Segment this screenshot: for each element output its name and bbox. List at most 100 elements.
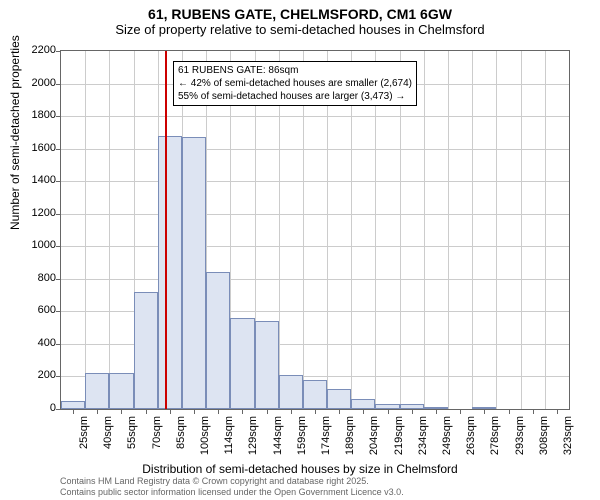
histogram-bar [279, 375, 303, 409]
y-tick-label: 1000 [16, 239, 56, 251]
x-tick-label: 189sqm [344, 416, 356, 456]
x-tick-mark [339, 409, 340, 414]
y-tick-mark [56, 84, 61, 85]
x-tick-label: 293sqm [514, 416, 526, 456]
y-tick-label: 1800 [16, 109, 56, 121]
y-tick-mark [56, 181, 61, 182]
x-tick-mark [146, 409, 147, 414]
x-tick-mark [436, 409, 437, 414]
x-tick-label: 55sqm [126, 416, 138, 456]
grid-line-v [521, 51, 522, 409]
y-axis-label: Number of semi-detached properties [8, 35, 22, 230]
x-tick-mark [291, 409, 292, 414]
y-tick-mark [56, 51, 61, 52]
y-tick-label: 800 [16, 272, 56, 284]
chart-title-main: 61, RUBENS GATE, CHELMSFORD, CM1 6GW [0, 0, 600, 22]
annotation-line3: 55% of semi-detached houses are larger (… [178, 90, 412, 103]
x-tick-label: 278sqm [489, 416, 501, 456]
histogram-bar [230, 318, 254, 409]
annotation-line1: 61 RUBENS GATE: 86sqm [178, 64, 412, 77]
marker-line [165, 51, 167, 409]
x-tick-label: 308sqm [538, 416, 550, 456]
x-tick-mark [267, 409, 268, 414]
grid-line-v [424, 51, 425, 409]
y-tick-label: 2000 [16, 77, 56, 89]
histogram-bar [61, 401, 85, 409]
y-tick-label: 0 [16, 402, 56, 414]
x-tick-mark [73, 409, 74, 414]
x-tick-mark [484, 409, 485, 414]
x-tick-mark [121, 409, 122, 414]
x-tick-label: 100sqm [199, 416, 211, 456]
y-tick-mark [56, 149, 61, 150]
grid-line-v [472, 51, 473, 409]
x-tick-label: 85sqm [175, 416, 187, 456]
x-tick-label: 25sqm [78, 416, 90, 456]
x-tick-mark [460, 409, 461, 414]
x-tick-label: 159sqm [296, 416, 308, 456]
y-tick-label: 1600 [16, 142, 56, 154]
x-tick-label: 40sqm [102, 416, 114, 456]
grid-line-h [61, 279, 569, 280]
y-tick-label: 600 [16, 304, 56, 316]
grid-line-v [448, 51, 449, 409]
annotation-line2: ← 42% of semi-detached houses are smalle… [178, 77, 412, 90]
x-tick-label: 263sqm [465, 416, 477, 456]
histogram-bar [303, 380, 327, 409]
x-tick-mark [315, 409, 316, 414]
x-tick-mark [194, 409, 195, 414]
footer-line2: Contains public sector information licen… [60, 487, 404, 498]
y-tick-mark [56, 214, 61, 215]
grid-line-v [496, 51, 497, 409]
grid-line-h [61, 181, 569, 182]
grid-line-v [545, 51, 546, 409]
y-tick-mark [56, 311, 61, 312]
chart-container: 61, RUBENS GATE, CHELMSFORD, CM1 6GW Siz… [0, 0, 600, 500]
x-tick-label: 204sqm [368, 416, 380, 456]
annotation-box: 61 RUBENS GATE: 86sqm ← 42% of semi-deta… [173, 61, 417, 106]
x-tick-label: 219sqm [393, 416, 405, 456]
grid-line-h [61, 149, 569, 150]
x-tick-mark [557, 409, 558, 414]
x-tick-label: 323sqm [562, 416, 574, 456]
y-tick-label: 1200 [16, 207, 56, 219]
x-tick-label: 174sqm [320, 416, 332, 456]
x-tick-mark [363, 409, 364, 414]
x-tick-label: 129sqm [247, 416, 259, 456]
x-tick-label: 70sqm [151, 416, 163, 456]
y-tick-mark [56, 246, 61, 247]
histogram-bar [351, 399, 375, 409]
histogram-bar [85, 373, 109, 409]
grid-line-h [61, 246, 569, 247]
y-tick-mark [56, 279, 61, 280]
y-tick-mark [56, 409, 61, 410]
grid-line-v [85, 51, 86, 409]
histogram-bar [206, 272, 230, 409]
y-tick-mark [56, 116, 61, 117]
x-tick-mark [533, 409, 534, 414]
histogram-bar [158, 136, 182, 409]
x-tick-label: 234sqm [417, 416, 429, 456]
x-tick-mark [388, 409, 389, 414]
x-tick-label: 114sqm [223, 416, 235, 456]
grid-line-v [109, 51, 110, 409]
y-tick-mark [56, 344, 61, 345]
grid-line-h [61, 116, 569, 117]
footer-line1: Contains HM Land Registry data © Crown c… [60, 476, 404, 487]
histogram-bar [109, 373, 133, 409]
x-tick-mark [97, 409, 98, 414]
y-tick-label: 2200 [16, 44, 56, 56]
histogram-bar [134, 292, 158, 409]
histogram-bar [255, 321, 279, 409]
x-tick-label: 249sqm [441, 416, 453, 456]
x-tick-mark [509, 409, 510, 414]
x-tick-mark [218, 409, 219, 414]
grid-line-h [61, 214, 569, 215]
x-axis-label: Distribution of semi-detached houses by … [0, 462, 600, 476]
y-tick-label: 1400 [16, 174, 56, 186]
chart-title-sub: Size of property relative to semi-detach… [0, 22, 600, 37]
y-tick-label: 400 [16, 337, 56, 349]
plot-area: 61 RUBENS GATE: 86sqm ← 42% of semi-deta… [60, 50, 570, 410]
histogram-bar [182, 137, 206, 409]
x-tick-mark [242, 409, 243, 414]
